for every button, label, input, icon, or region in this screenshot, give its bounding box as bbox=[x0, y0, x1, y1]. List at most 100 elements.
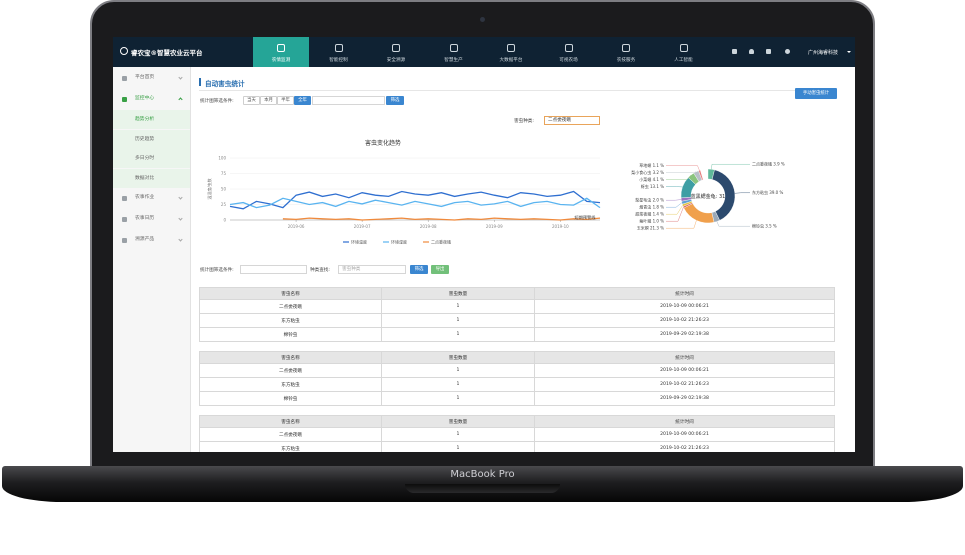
range-button[interactable]: 全年 bbox=[294, 96, 311, 105]
label-name: 蚕叶蛾 bbox=[639, 218, 651, 224]
nav-icon bbox=[277, 44, 285, 52]
page-title: 自动害虫统计 bbox=[205, 80, 245, 88]
nav-icon bbox=[392, 44, 400, 52]
table-cell: 二点委夜蛾 bbox=[199, 363, 382, 378]
column-header: 害虫数量 bbox=[381, 287, 535, 300]
label-name: 二点委夜蛾 bbox=[752, 161, 772, 167]
species-select[interactable]: 二点委夜蛾 bbox=[544, 116, 600, 125]
table-cell: 东方粘虫 bbox=[199, 377, 382, 392]
nav-item[interactable]: 智慧生产 bbox=[426, 37, 482, 67]
table-row: 二点委夜蛾 1 2019-10-09 00:06:21 bbox=[199, 427, 835, 442]
column-header: 害虫数量 bbox=[381, 415, 535, 428]
company-menu[interactable]: 广州海睿科技 bbox=[808, 50, 839, 56]
donut-label: 甜菜夜蛾 1.4 % bbox=[635, 211, 664, 217]
range-button[interactable]: 当天 bbox=[243, 96, 260, 105]
label-value: 3.5 % bbox=[765, 224, 777, 229]
sidebar-item[interactable]: 溯源产品 bbox=[113, 230, 190, 250]
range-button[interactable]: 半年 bbox=[277, 96, 294, 105]
column-header: 统计时间 bbox=[534, 287, 835, 300]
list-filter-label: 统计图筛选条件: bbox=[200, 268, 234, 273]
label-value: 4.1 % bbox=[653, 177, 665, 182]
icon-info[interactable] bbox=[785, 49, 790, 54]
table-cell: 东方粘虫 bbox=[199, 313, 382, 328]
label-value: 1.8 % bbox=[653, 205, 665, 210]
x-tick-label: 2019-06 bbox=[288, 224, 305, 229]
caret bbox=[847, 51, 851, 55]
series-line bbox=[282, 217, 601, 221]
label-value: 13.1 % bbox=[650, 184, 664, 189]
camera bbox=[480, 17, 485, 22]
list-date-input[interactable] bbox=[240, 265, 307, 274]
export-button[interactable]: 导出 bbox=[431, 265, 449, 274]
table-row: 东方粘虫 1 2019-10-02 21:26:23 bbox=[199, 441, 835, 452]
legend-label: 环境温度 bbox=[351, 239, 367, 245]
label-value: 1.1 % bbox=[653, 163, 665, 168]
column-header: 害虫名称 bbox=[199, 351, 382, 364]
sidebar-item[interactable]: 监控中心 bbox=[113, 89, 190, 109]
donut-label: 玉米螟 21.3 % bbox=[637, 225, 664, 231]
sidebar-subitem[interactable]: 数据对比 bbox=[113, 168, 190, 188]
nav-item[interactable]: 可视农场 bbox=[541, 37, 597, 67]
icon-bell[interactable] bbox=[749, 49, 754, 54]
nav-label: 安全溯源 bbox=[386, 58, 406, 63]
nav-item[interactable]: 安全溯源 bbox=[368, 37, 424, 67]
table-cell: 1 bbox=[381, 441, 535, 452]
label-name: 甜菜夜蛾 bbox=[635, 211, 651, 217]
table-cell: 1 bbox=[381, 391, 535, 406]
column-header: 统计时间 bbox=[534, 351, 835, 364]
nav-icon bbox=[564, 44, 573, 52]
search-select[interactable]: 害虫种类 bbox=[338, 265, 406, 274]
nav-item[interactable]: 农情监测 bbox=[253, 37, 309, 67]
sidebar-subitem[interactable]: 趋势分析 bbox=[113, 110, 190, 129]
manual-button[interactable]: 手动害虫统计 bbox=[795, 88, 837, 99]
title-rule bbox=[199, 90, 835, 91]
laptop-notch bbox=[405, 484, 560, 493]
legend-label: 环境湿度 bbox=[391, 239, 407, 245]
leader-line bbox=[734, 192, 750, 194]
list-submit[interactable]: 筛选 bbox=[410, 265, 428, 274]
table-row: 东方粘虫 1 2019-10-02 21:26:23 bbox=[199, 313, 835, 328]
sidebar-item[interactable]: 农事日历 bbox=[113, 209, 190, 229]
icon-doc[interactable] bbox=[766, 49, 771, 54]
top-bar: 睿农宝®智慧农业云平台 广州海睿科技 农情监测 智能控制 安全溯源 智慧生产 大数据平台… bbox=[113, 37, 855, 67]
label-value: 1.0 % bbox=[653, 219, 665, 224]
date-input[interactable] bbox=[312, 96, 385, 105]
table-cell: 1 bbox=[381, 327, 535, 342]
sidebar-subitem[interactable]: 多日分时 bbox=[113, 149, 190, 168]
nav-item[interactable]: 智能控制 bbox=[311, 37, 367, 67]
label-name: 棉铃虫 bbox=[752, 223, 764, 229]
sidebar-icon bbox=[122, 76, 127, 81]
nav-item[interactable]: 大数据平台 bbox=[483, 37, 539, 67]
column-header: 害虫名称 bbox=[199, 287, 382, 300]
sidebar-icon bbox=[122, 238, 127, 243]
table-cell: 二点委夜蛾 bbox=[199, 299, 382, 314]
table-cell: 1 bbox=[381, 377, 535, 392]
table-row: 东方粘虫 1 2019-10-02 21:26:23 bbox=[199, 377, 835, 392]
sidebar-item[interactable]: 平台首页 bbox=[113, 68, 190, 88]
table-cell: 东方粘虫 bbox=[199, 441, 382, 452]
leader-line bbox=[666, 207, 684, 222]
leader-line bbox=[666, 171, 697, 173]
nav-item[interactable]: 人工智能 bbox=[656, 37, 712, 67]
annotation: 短期预警线 bbox=[575, 214, 597, 221]
label-name: 玉米螟 bbox=[637, 225, 649, 231]
label-name: 梨小食心虫 bbox=[631, 169, 651, 175]
sidebar-icon bbox=[122, 217, 127, 222]
filter-submit[interactable]: 筛选 bbox=[386, 96, 404, 105]
nav-item[interactable]: 农技服务 bbox=[598, 37, 654, 67]
table-cell: 2019-09-29 02:19:38 bbox=[534, 327, 835, 342]
sidebar-subitem[interactable]: 历史趋势 bbox=[113, 129, 190, 149]
x-tick-label: 2019-10 bbox=[552, 224, 569, 229]
label-value: 3.2 % bbox=[653, 170, 665, 175]
nav-icon bbox=[679, 44, 688, 52]
table-cell: 2019-10-02 21:26:23 bbox=[534, 377, 835, 392]
leader-line bbox=[666, 202, 682, 208]
range-button[interactable]: 本月 bbox=[260, 96, 277, 105]
data-table: 害虫名称 害虫数量 统计时间 二点委夜蛾 1 2019-10-09 00:06:21 东方粘… bbox=[199, 287, 835, 342]
table-header: 害虫名称 害虫数量 统计时间 bbox=[199, 287, 835, 300]
sidebar-item[interactable]: 农事作业 bbox=[113, 188, 190, 208]
table-cell: 2019-10-09 00:06:21 bbox=[534, 299, 835, 314]
nav-icon bbox=[622, 44, 630, 52]
y-tick-label: 100 bbox=[218, 156, 226, 161]
icon-apps[interactable] bbox=[732, 49, 737, 54]
